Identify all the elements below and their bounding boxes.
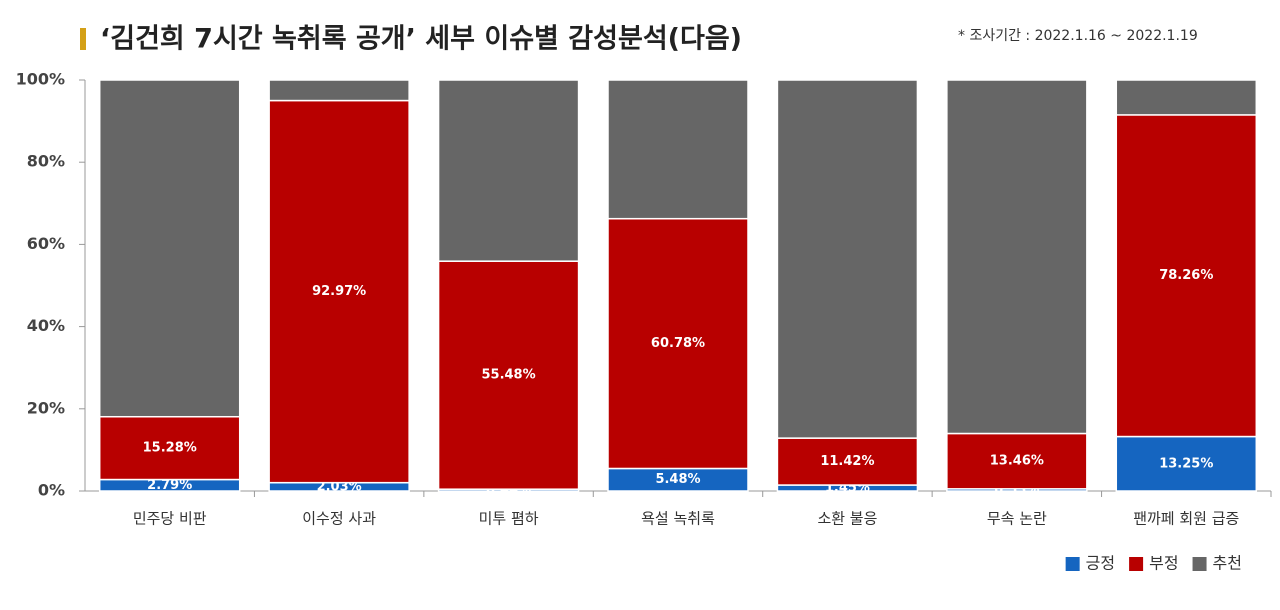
x-tick-label: 이수정 사과 [302,510,376,528]
x-tick-label: 무속 논란 [987,510,1047,528]
y-tick-label: 20% [27,398,65,417]
bar-segment [607,79,749,220]
bar-segment [1115,435,1258,492]
legend-label: 긍정 [1086,554,1115,573]
y-tick-label: 0% [38,481,65,500]
y-tick-label: 100% [16,70,65,89]
legend-label: 추천 [1213,554,1242,573]
bar-segment [437,260,580,490]
legend-swatch [1065,557,1080,571]
bar-segment [98,415,241,481]
data-label: 78.26% [1159,268,1213,283]
bar-segment [607,217,749,470]
y-tick-label: 40% [27,316,65,335]
legend-label: 부정 [1149,554,1178,573]
data-label: 15.28% [143,441,197,456]
data-label: 13.25% [1159,456,1213,471]
y-tick-label: 80% [27,152,65,171]
x-tick-label: 욕설 녹취록 [641,510,715,528]
legend-swatch [1192,557,1207,571]
data-label: 11.42% [820,454,874,469]
x-tick-label: 소환 불응 [817,510,877,528]
x-tick-label: 민주당 비판 [133,510,207,528]
data-label: 55.48% [481,368,535,383]
bar-segment [268,99,410,484]
bar-segment [776,79,919,439]
chart-subtitle: * 조사기간 : 2022.1.16 ~ 2022.1.19 [958,28,1198,44]
y-tick-label: 60% [27,234,65,253]
data-label: 13.46% [990,454,1044,469]
x-tick-label: 미투 폄하 [479,510,539,528]
bar-segment [1115,114,1258,438]
bar-segment [98,79,241,418]
legend-swatch [1129,557,1144,571]
title-marker [80,28,86,50]
bar-segment [1115,79,1258,116]
data-label: 2.79% [147,478,192,493]
data-label: 60.78% [651,336,705,351]
x-tick-label: 팬까페 회원 급증 [1133,510,1239,528]
bar-segment [437,79,580,262]
chart-title: ‘김건희 7시간 녹취록 공개’ 세부 이슈별 감성분석(다음) [100,24,742,55]
bar-segment [946,79,1088,435]
data-label: 92.97% [312,284,366,299]
bar-segment [946,432,1088,490]
bar-segment [268,79,410,102]
data-label: 5.48% [655,472,700,487]
